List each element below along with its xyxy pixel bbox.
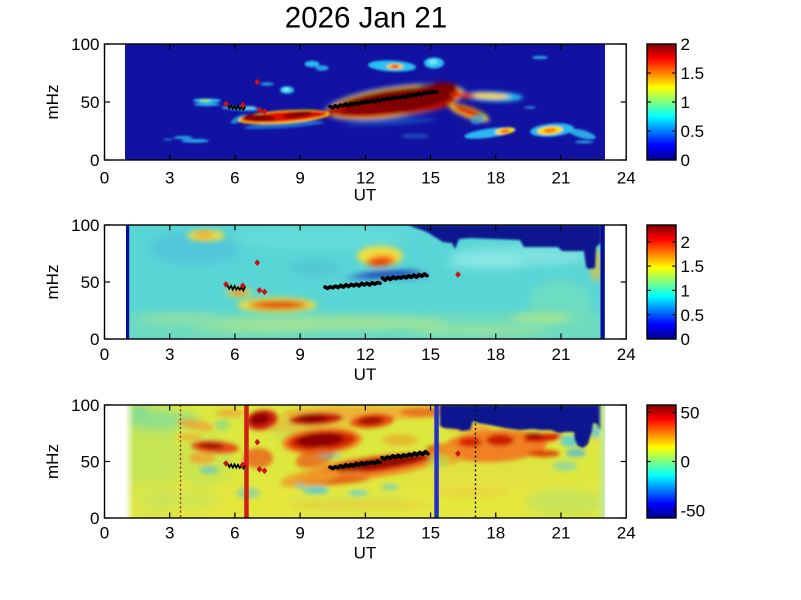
svg-text:9: 9 [295, 524, 304, 543]
svg-text:9: 9 [295, 168, 304, 187]
svg-text:3: 3 [165, 345, 174, 364]
svg-text:18: 18 [486, 345, 505, 364]
svg-text:6: 6 [230, 345, 239, 364]
svg-text:0: 0 [100, 524, 109, 543]
svg-text:50: 50 [81, 93, 100, 112]
svg-text:6: 6 [230, 524, 239, 543]
svg-text:9: 9 [295, 345, 304, 364]
svg-text:mHz: mHz [43, 444, 62, 479]
svg-text:0: 0 [90, 330, 99, 349]
svg-text:mHz: mHz [43, 265, 62, 300]
svg-text:mHz: mHz [43, 85, 62, 120]
svg-text:0: 0 [681, 330, 690, 349]
svg-text:UT: UT [354, 186, 377, 205]
svg-text:50: 50 [81, 273, 100, 292]
svg-text:6: 6 [230, 168, 239, 187]
svg-text:0: 0 [90, 509, 99, 528]
svg-text:0.5: 0.5 [681, 306, 705, 325]
svg-text:12: 12 [356, 524, 375, 543]
svg-text:50: 50 [681, 404, 700, 423]
svg-text:1.5: 1.5 [681, 257, 705, 276]
svg-text:2026 Jan 21: 2026 Jan 21 [285, 2, 447, 35]
svg-text:21: 21 [552, 168, 571, 187]
svg-text:100: 100 [71, 35, 99, 54]
svg-text:18: 18 [486, 524, 505, 543]
svg-text:UT: UT [354, 544, 377, 563]
svg-text:UT: UT [354, 365, 377, 384]
svg-text:24: 24 [617, 524, 636, 543]
svg-text:2: 2 [681, 35, 690, 54]
svg-text:24: 24 [617, 345, 636, 364]
svg-text:0: 0 [681, 453, 690, 472]
svg-text:-50: -50 [681, 502, 706, 521]
svg-text:0: 0 [90, 151, 99, 170]
svg-text:12: 12 [356, 168, 375, 187]
svg-text:1: 1 [681, 281, 690, 300]
svg-text:0: 0 [100, 168, 109, 187]
svg-text:0.5: 0.5 [681, 122, 705, 141]
svg-text:1.5: 1.5 [681, 64, 705, 83]
svg-text:15: 15 [421, 168, 440, 187]
svg-text:50: 50 [81, 453, 100, 472]
svg-text:1: 1 [681, 93, 690, 112]
svg-text:100: 100 [71, 396, 99, 415]
svg-text:3: 3 [165, 524, 174, 543]
svg-text:21: 21 [552, 524, 571, 543]
svg-text:18: 18 [486, 168, 505, 187]
svg-text:100: 100 [71, 216, 99, 235]
svg-text:3: 3 [165, 168, 174, 187]
svg-text:24: 24 [617, 168, 636, 187]
svg-text:0: 0 [681, 151, 690, 170]
svg-text:12: 12 [356, 345, 375, 364]
svg-text:2: 2 [681, 233, 690, 252]
svg-text:15: 15 [421, 345, 440, 364]
svg-text:21: 21 [552, 345, 571, 364]
svg-text:15: 15 [421, 524, 440, 543]
svg-text:0: 0 [100, 345, 109, 364]
